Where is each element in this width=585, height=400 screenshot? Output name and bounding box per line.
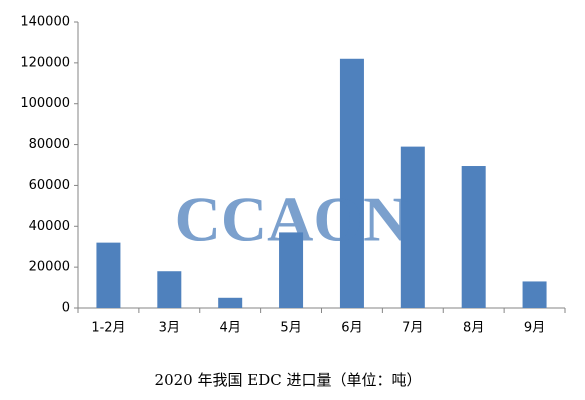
y-tick-label: 80000 xyxy=(29,137,70,152)
y-tick-label: 40000 xyxy=(29,219,70,234)
x-tick-label: 4月 xyxy=(220,321,241,336)
bar xyxy=(522,281,547,308)
y-tick-label: 100000 xyxy=(20,96,70,111)
x-tick-label: 8月 xyxy=(463,321,484,336)
bar xyxy=(96,242,121,308)
watermark: CCAON xyxy=(175,184,410,255)
bar xyxy=(218,297,243,308)
y-tick-label: 20000 xyxy=(29,260,70,275)
x-tick-label: 7月 xyxy=(402,321,423,336)
y-tick-label: 0 xyxy=(62,301,70,316)
y-tick-label: 140000 xyxy=(20,15,70,30)
y-tick-label: 120000 xyxy=(20,55,70,70)
x-tick-label: 1-2月 xyxy=(91,321,125,336)
bar xyxy=(279,232,304,308)
x-tick-label: 9月 xyxy=(524,321,545,336)
bar xyxy=(400,146,425,308)
x-tick-label: 3月 xyxy=(159,321,180,336)
y-tick-label: 60000 xyxy=(29,178,70,193)
bar xyxy=(461,166,486,308)
bar xyxy=(339,58,364,309)
chart-title: 2020 年我国 EDC 进口量（单位：吨） xyxy=(155,371,422,389)
x-tick-label: 6月 xyxy=(341,321,362,336)
x-tick-label: 5月 xyxy=(280,321,301,336)
bar xyxy=(157,271,182,308)
